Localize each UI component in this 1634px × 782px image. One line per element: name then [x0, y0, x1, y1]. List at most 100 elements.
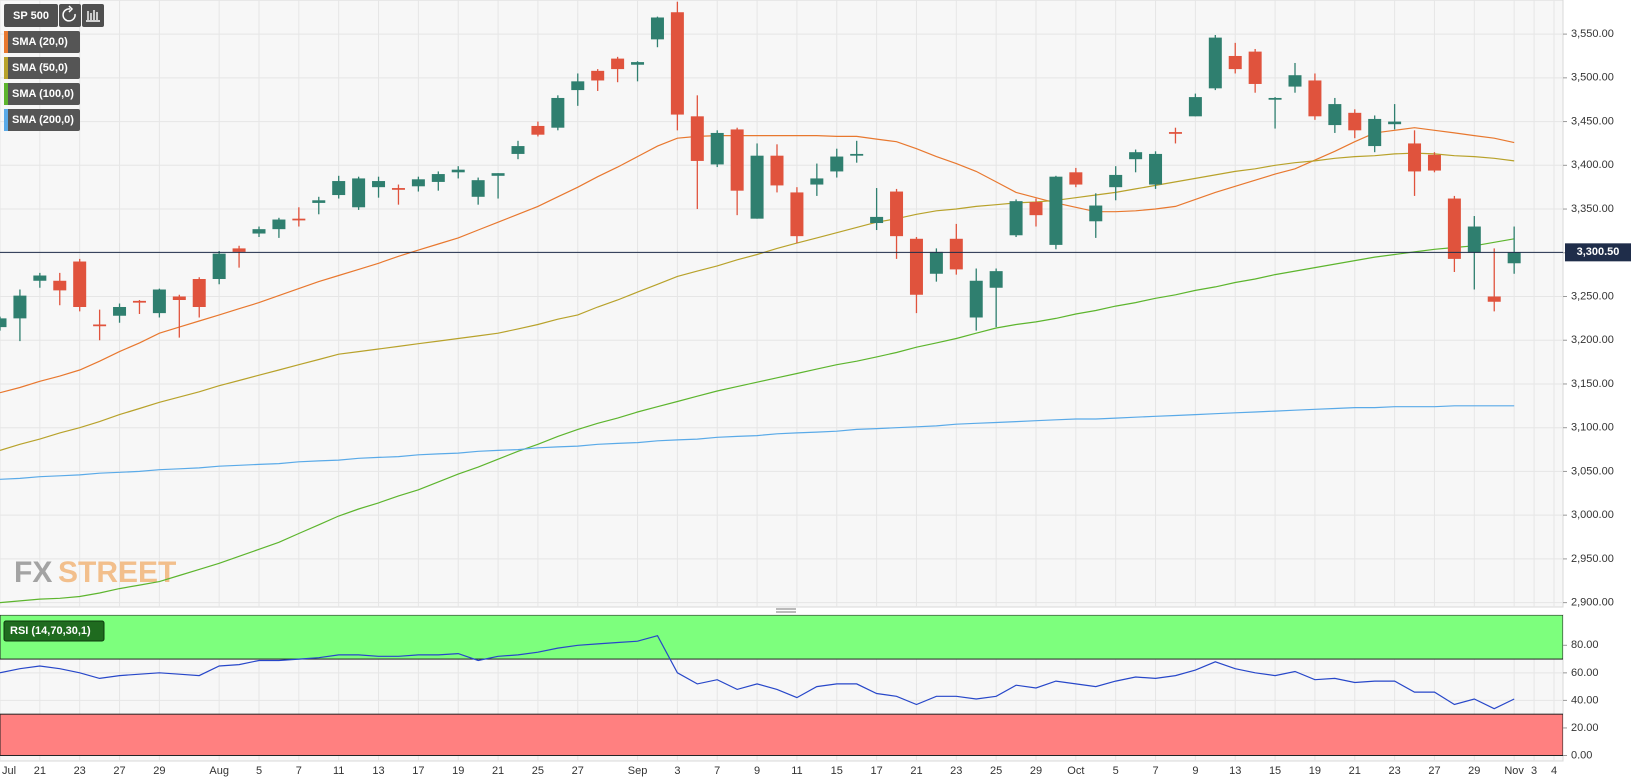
refresh-icon-arrow: [68, 5, 74, 13]
candle-body: [132, 300, 146, 303]
candle-body: [451, 169, 465, 173]
candle-body: [750, 155, 764, 219]
candle-body: [1089, 205, 1103, 222]
x-tick-label: Oct: [1067, 765, 1084, 777]
candle-body: [909, 238, 923, 295]
x-tick-label: 17: [870, 765, 882, 777]
x-tick-label: 11: [333, 765, 344, 777]
candle-body: [1029, 202, 1043, 216]
y-tick-label: 2,900.00: [1571, 597, 1614, 609]
x-tick-label: 29: [1468, 765, 1480, 777]
candle-body: [292, 218, 306, 221]
x-tick-label: 7: [1152, 765, 1158, 777]
legend-item[interactable]: [4, 31, 80, 53]
candle-body: [511, 146, 525, 154]
y-tick-label: 3,200.00: [1571, 334, 1614, 346]
candle-body: [13, 295, 27, 319]
x-tick-label: 7: [296, 765, 302, 777]
sma-line: [0, 152, 1515, 451]
candle-body: [631, 62, 645, 65]
y-tick-label: 3,450.00: [1571, 115, 1614, 127]
candle-body: [33, 275, 47, 281]
legend-label: SMA (50,0): [12, 62, 68, 74]
candle-body: [152, 289, 166, 314]
candle-body: [1487, 296, 1501, 302]
candle-body: [790, 192, 804, 237]
y-tick-label: 0.00: [1571, 749, 1592, 761]
candle-body: [850, 153, 864, 156]
candle-body: [929, 251, 943, 274]
y-tick-label: 3,050.00: [1571, 465, 1614, 477]
legend: SMA (20,0) SMA (50,0) SMA (100,0) SMA (200,…: [3, 31, 105, 642]
x-tick-label: 3: [1531, 765, 1537, 777]
candle-body: [730, 129, 744, 191]
watermark-layer: FX STREET: [14, 556, 176, 589]
x-tick-label: 4: [1551, 765, 1557, 777]
legend-label: SMA (200,0): [12, 114, 74, 126]
x-tick-label: 23: [1388, 765, 1400, 777]
legend-item[interactable]: [4, 83, 80, 105]
candle-body: [690, 116, 704, 161]
candle-body: [1049, 176, 1063, 245]
candle-body: [53, 280, 67, 291]
watermark-prefix: FX: [14, 556, 52, 589]
x-tick-label: 27: [113, 765, 125, 777]
candle-body: [949, 238, 963, 270]
candle-body: [1467, 226, 1481, 253]
candle-body: [0, 318, 7, 328]
y-tick-label: 3,550.00: [1571, 28, 1614, 40]
candle-body: [192, 279, 206, 307]
x-tick-label: 9: [754, 765, 760, 777]
chart-type-button[interactable]: [82, 4, 104, 27]
candle-body: [770, 155, 784, 186]
legend-item[interactable]: [4, 57, 80, 79]
candle-body: [1109, 174, 1123, 188]
candle-body: [1208, 37, 1222, 89]
x-tick-label: 23: [950, 765, 962, 777]
candle-body: [571, 81, 585, 91]
legend-swatch: [4, 31, 8, 53]
candle-body: [1348, 112, 1362, 131]
candle-body: [710, 132, 724, 165]
candle-body: [670, 12, 684, 115]
oversold-band: [0, 713, 1563, 756]
legend-label: SMA (20,0): [12, 36, 68, 48]
candle-body: [551, 97, 565, 128]
chart-type-icon: [86, 10, 100, 22]
x-tick-label: 13: [372, 765, 384, 777]
candle-body: [1408, 143, 1422, 172]
y-tick-label: 3,100.00: [1571, 422, 1614, 434]
candle-body: [969, 280, 983, 318]
candle-body: [1388, 121, 1402, 125]
candle-body: [531, 125, 545, 135]
x-tick-label: 19: [452, 765, 464, 777]
candle-body: [1129, 152, 1143, 160]
candle-body: [113, 306, 127, 316]
panel-resize-handle[interactable]: [776, 608, 796, 613]
x-tick-label: 27: [1428, 765, 1440, 777]
x-tick-label: 9: [1192, 765, 1198, 777]
candle-body: [650, 17, 664, 40]
y-tick-label: 3,250.00: [1571, 290, 1614, 302]
x-tick-label: 7: [714, 765, 720, 777]
candle-body: [212, 253, 226, 280]
sma-line: [0, 238, 1515, 604]
candle-body: [1268, 97, 1282, 100]
candle-body: [1507, 252, 1521, 264]
legend-item[interactable]: [4, 109, 80, 131]
overbought-band: [0, 615, 1563, 660]
legend-item[interactable]: [3, 620, 105, 642]
candle-body: [890, 191, 904, 237]
watermark-suffix: STREET: [58, 556, 176, 589]
sma-line: [0, 405, 1515, 480]
symbol-button[interactable]: [4, 4, 58, 27]
x-tick-label: 19: [1309, 765, 1321, 777]
y-tick-label: 3,150.00: [1571, 378, 1614, 390]
x-tick-label: 15: [1269, 765, 1281, 777]
x-tick-label: 13: [1229, 765, 1241, 777]
main-plot-area: [0, 0, 1564, 608]
candle-body: [1427, 154, 1441, 171]
refresh-button[interactable]: [59, 4, 81, 27]
y-tick-label: 20.00: [1571, 722, 1599, 734]
